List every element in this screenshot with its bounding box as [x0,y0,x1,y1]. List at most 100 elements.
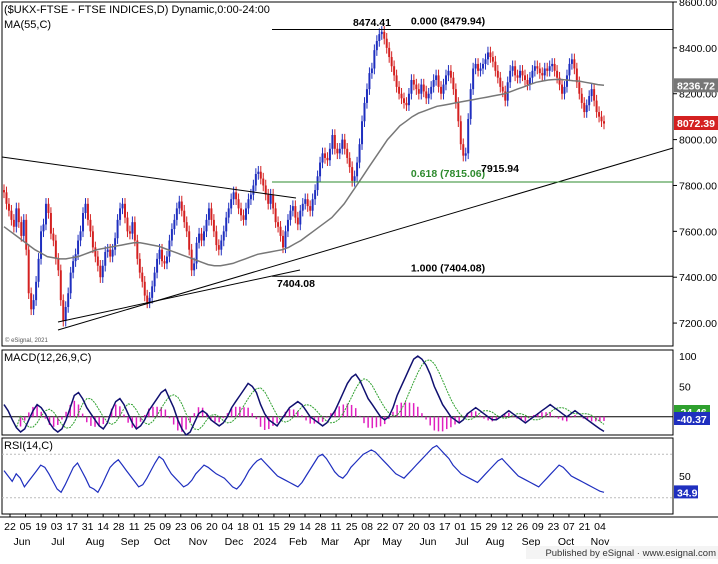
candle-body [69,272,72,294]
candle-body [551,63,554,67]
candle-body [40,231,43,259]
candle-body [403,98,405,103]
candle-body [249,194,252,200]
candle-body [57,258,60,271]
candle-body [526,79,529,85]
candle-body [49,212,52,234]
candle-body [353,176,356,181]
candle-body [556,70,559,78]
candle-body [109,249,112,257]
time-tick-label: 14 [299,521,311,533]
candle-body [274,208,277,223]
candle-body [82,212,85,232]
candle-body [99,265,102,278]
candle-body [286,219,289,232]
candle-body [89,219,92,232]
candle-body [358,144,361,163]
candle-body [183,210,186,223]
candle-body [464,153,467,156]
candle-body [437,75,440,87]
candle-body [299,210,302,225]
candle-body [449,70,452,78]
candle-body [553,63,556,71]
time-tick-label: 29 [485,521,497,533]
candle-body [454,89,457,103]
candle-body [64,307,67,321]
candle-body [474,63,477,69]
candle-body [247,199,250,209]
candle-body [422,84,425,92]
fib-level-label: 0.000 (8479.94) [411,16,485,28]
price-tag-box [674,115,718,130]
candle-body [309,206,312,211]
candle-body [565,75,568,87]
candle-body [306,199,309,207]
candle-body [380,31,383,35]
candle-body [116,219,119,239]
time-tick-label: 25 [144,521,156,533]
candle-body [163,261,166,264]
candle-body [326,157,329,161]
candle-body [3,190,5,193]
time-month-label: Nov [189,536,208,548]
candle-body [316,176,319,191]
candle-body [375,40,378,51]
candle-body [178,201,181,209]
candle-body [67,293,70,308]
candle-body [410,79,413,94]
candle-body [168,240,171,257]
candle-body [121,203,124,209]
candle-body [30,293,33,310]
ma55-line [3,78,605,267]
candle-body [398,86,401,94]
candle-body [568,63,571,76]
candle-body [220,240,223,250]
candle-body [506,82,509,101]
candle-body [42,224,45,232]
esignal-watermark: © eSignal, 2021 [5,337,48,344]
candle-body [361,121,364,145]
panel-frame-2 [1,437,674,515]
candle-body [188,231,191,250]
candle-body [94,247,97,257]
time-month-label: Jun [14,536,31,548]
candle-body [131,222,134,234]
candle-body [528,77,531,85]
candle-body [482,63,485,69]
candle-body [15,208,18,227]
time-month-label: Sep [522,536,541,548]
rsi-panel-title: RSI(14,C) [4,440,53,452]
time-month-label: Oct [154,536,170,548]
price-tick-label: 8400.00 [679,43,717,55]
candle-body [363,102,366,122]
candle-body [252,185,255,195]
candle-body [494,61,497,71]
down-trendline [1,156,297,199]
time-tick-label: 23 [548,521,560,533]
candle-body [543,68,546,76]
price-tag-text: 8072.39 [677,118,715,130]
candle-body [486,52,489,60]
candle-body [54,240,57,259]
time-month-label: Jun [420,536,437,548]
candle-body [27,249,30,294]
candle-body [365,89,368,103]
candle-body [91,231,94,248]
candle-body [548,66,551,71]
candle-body [37,258,40,282]
time-month-label: Aug [86,536,105,548]
candle-body [331,135,334,149]
candle-body [462,144,465,156]
time-tick-label: 20 [206,521,218,533]
candle-body [479,68,482,71]
candle-body [101,265,104,278]
up-trendline [57,147,674,331]
time-tick-label: 07 [563,521,575,533]
candle-body [373,50,376,69]
candle-body [590,89,593,97]
panel-frame-0 [1,1,674,347]
time-tick-label: 22 [4,521,16,533]
price-tick-label: 7200.00 [679,318,717,330]
candle-body [173,219,176,230]
candle-body [393,66,396,76]
